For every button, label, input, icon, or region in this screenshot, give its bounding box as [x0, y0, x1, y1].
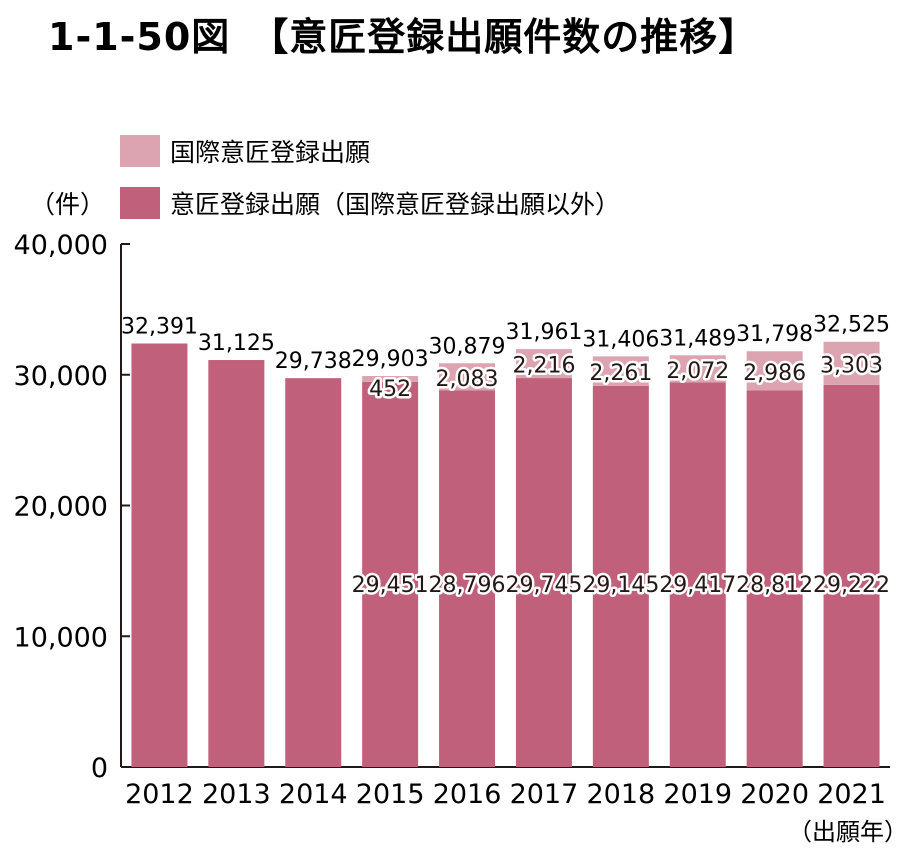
- legend-swatch-international: [120, 135, 160, 167]
- bar-international-2017: [515, 349, 572, 379]
- x-axis-unit: （出願年）: [788, 818, 908, 846]
- x-axis-ticks: 2012 2013 2014 2015 2016 2017 2018 2019 2020 2021: [125, 779, 886, 810]
- domestic-label-2015: 29,451: [352, 573, 429, 598]
- total-label-2015: 29,903: [352, 347, 429, 372]
- international-label-2015: 452: [369, 377, 411, 402]
- international-label-2021: 3,303: [820, 353, 883, 378]
- y-tick-label: 40,000: [14, 230, 108, 261]
- international-label-2019: 2,072: [666, 359, 729, 384]
- domestic-label-2016: 28,796: [429, 573, 506, 598]
- x-tick-label-2017: 2017: [510, 779, 579, 810]
- y-axis-unit: （件）: [30, 190, 105, 219]
- international-label-2016: 2,083: [436, 367, 499, 392]
- total-label-2020: 31,798: [736, 322, 813, 347]
- international-label-2018: 2,261: [589, 361, 652, 386]
- domestic-label-2019: 29,417: [659, 573, 736, 598]
- bar-domestic-2013: [208, 360, 265, 767]
- bar-international-2020: [746, 351, 803, 391]
- international-label-2017: 2,216: [512, 354, 575, 379]
- total-label-2017: 31,961: [505, 320, 582, 345]
- domestic-label-2021: 29,222: [813, 573, 890, 598]
- x-tick-label-2015: 2015: [356, 779, 425, 810]
- bar-international-2015: [362, 376, 419, 382]
- bar-domestic-2017: [515, 378, 572, 767]
- bar-international-2019: [669, 355, 726, 383]
- x-tick-label-2021: 2021: [817, 779, 886, 810]
- total-label-2013: 31,125: [198, 331, 275, 356]
- domestic-label-2017: 29,745: [505, 573, 582, 598]
- y-axis-ticks: 0 10,000 20,000 30,000 40,000: [14, 230, 130, 784]
- bar-domestic-2016: [439, 390, 496, 767]
- bar-international-2018: [592, 356, 649, 386]
- bar-domestic-2021: [823, 384, 880, 767]
- x-tick-label-2013: 2013: [202, 779, 271, 810]
- bar-international-2021: [823, 341, 880, 385]
- x-tick-label-2020: 2020: [740, 779, 809, 810]
- bar-domestic-2012: [131, 343, 188, 767]
- x-tick-label-2018: 2018: [586, 779, 655, 810]
- bar-domestic-2015: [362, 381, 419, 767]
- bar-domestic-2020: [746, 390, 803, 767]
- x-tick-label-2016: 2016: [433, 779, 502, 810]
- x-tick-label-2019: 2019: [663, 779, 732, 810]
- total-label-2016: 30,879: [429, 334, 506, 359]
- total-label-2021: 32,525: [813, 313, 890, 338]
- total-label-2019: 31,489: [659, 326, 736, 351]
- x-tick-label-2012: 2012: [125, 779, 194, 810]
- legend: 国際意匠登録出願 意匠登録出願（国際意匠登録出願以外）: [120, 135, 620, 219]
- legend-label-domestic: 意匠登録出願（国際意匠登録出願以外）: [170, 190, 620, 219]
- bar-domestic-2019: [669, 382, 726, 767]
- chart-title: 1-1-50図 【意匠登録出願件数の推移】: [48, 15, 757, 59]
- y-tick-label: 30,000: [14, 361, 108, 392]
- bar-domestic-2018: [592, 385, 649, 767]
- bar-international-2016: [439, 363, 496, 391]
- x-tick-label-2014: 2014: [279, 779, 348, 810]
- domestic-label-2018: 29,145: [582, 573, 659, 598]
- total-label-2018: 31,406: [582, 327, 659, 352]
- total-label-2014: 29,738: [275, 349, 352, 374]
- y-tick-label: 0: [91, 753, 108, 784]
- y-tick-label: 10,000: [14, 622, 108, 653]
- domestic-label-2020: 28,812: [736, 573, 813, 598]
- bar-domestic-2014: [285, 378, 342, 767]
- legend-label-international: 国際意匠登録出願: [170, 138, 370, 167]
- legend-swatch-domestic: [120, 187, 160, 219]
- international-label-2020: 2,986: [743, 361, 806, 386]
- total-label-2012: 32,391: [121, 314, 198, 339]
- y-tick-label: 20,000: [14, 492, 108, 523]
